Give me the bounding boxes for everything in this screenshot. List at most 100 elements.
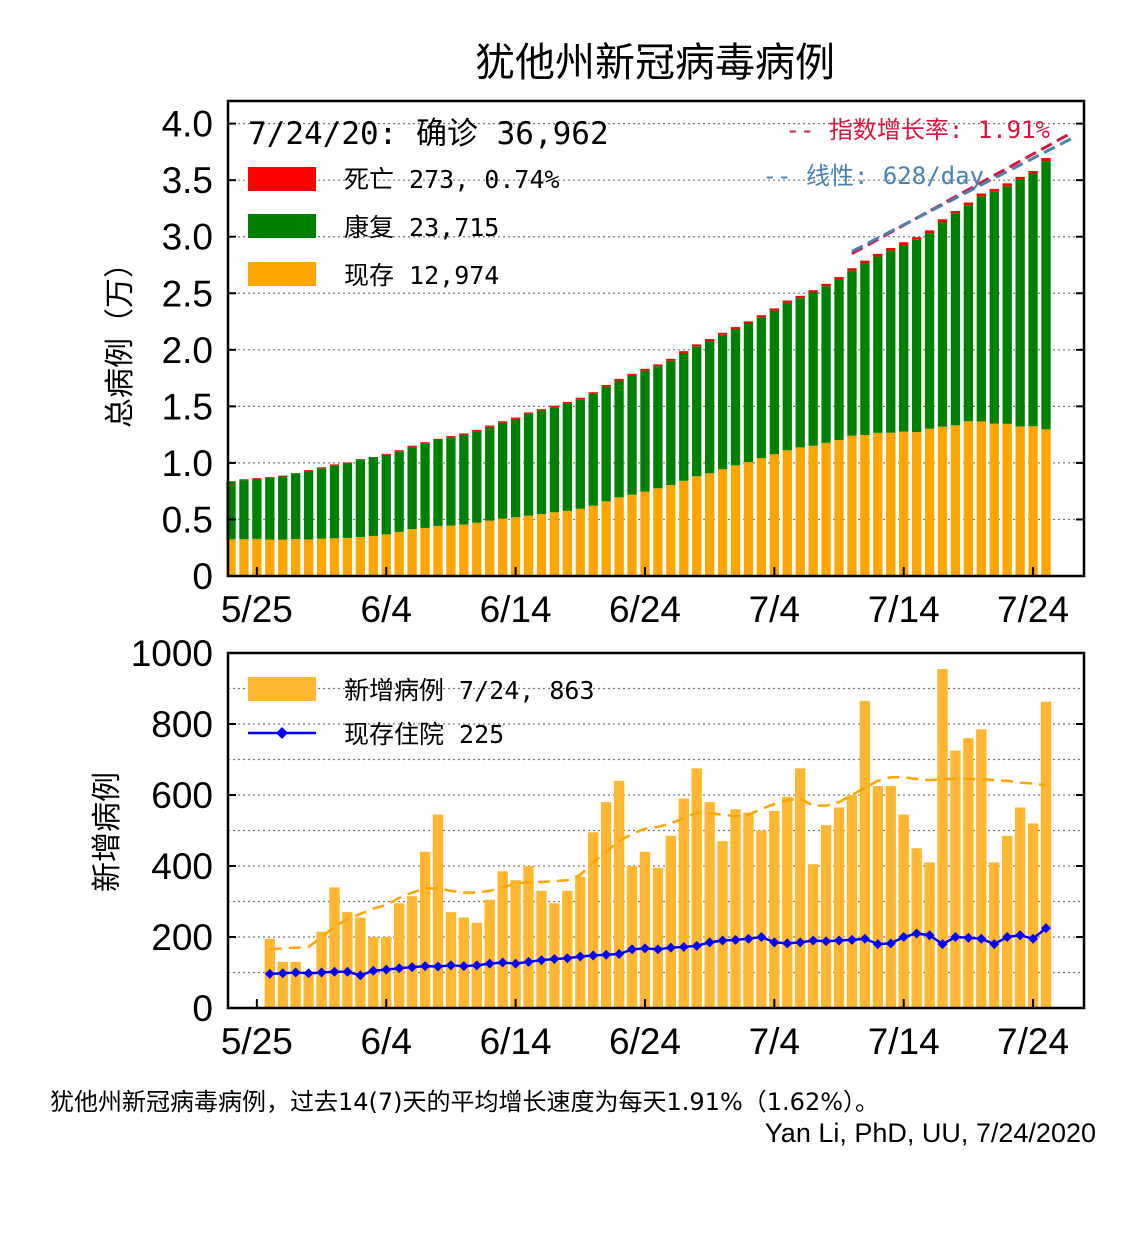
active-bar — [1028, 426, 1038, 576]
hospitalized-point — [290, 967, 301, 978]
hospitalized-point — [549, 954, 560, 965]
daily-cases-bar — [691, 768, 702, 1008]
deaths-bar — [523, 412, 534, 414]
deaths-bar — [666, 358, 676, 361]
deaths-bar — [588, 392, 598, 394]
daily-cases-bar — [678, 798, 689, 1008]
active-bar — [976, 421, 986, 576]
active-bar — [588, 505, 598, 576]
hospitalized-point — [614, 949, 625, 960]
deaths-bar — [433, 438, 443, 440]
top-x-tick-label: 5/25 — [221, 589, 293, 630]
recovered-bar — [588, 393, 598, 506]
daily-cases-bar — [536, 890, 547, 1008]
hospitalized-point — [795, 937, 806, 948]
active-bar — [601, 501, 611, 576]
top-y-axis-label: 总病例（万） — [103, 248, 138, 428]
bottom-legend: 新增病例 7/24, 863 现存住院 225 — [248, 676, 595, 749]
top-x-tick-label: 7/24 — [997, 589, 1069, 630]
recovered-bar — [873, 256, 883, 433]
legend-swatch-recovered — [248, 214, 316, 238]
deaths-bar — [730, 327, 741, 330]
daily-cases-bar — [743, 812, 754, 1008]
chart-title: 犹他州新冠病毒病例 — [475, 40, 835, 86]
deaths-bar — [1028, 171, 1038, 175]
deaths-bar — [446, 436, 456, 438]
daily-cases-bar — [665, 835, 677, 1008]
recovered-bar — [743, 323, 754, 463]
recovered-bar — [808, 292, 818, 446]
active-bar — [485, 520, 495, 576]
figure-caption: 犹他州新冠病毒病例，过去14(7)天的平均增长速度为每天1.91%（1.62%）… — [50, 1088, 880, 1116]
bottom-y-tick-label: 1000 — [131, 633, 213, 674]
legend-label-daily-cases: 新增病例 7/24, 863 — [344, 676, 595, 705]
daily-cases-bar — [976, 729, 987, 1008]
hospitalized-point — [575, 951, 586, 962]
active-bar — [730, 465, 741, 576]
active-bar — [614, 497, 624, 576]
daily-cases-bar — [872, 786, 883, 1008]
recovered-bar — [1041, 161, 1051, 430]
active-bar — [523, 515, 534, 576]
legend-swatch-deaths — [248, 167, 316, 191]
bottom-plot-frame — [226, 651, 1086, 1010]
hospitalized-point — [381, 964, 392, 975]
legend-swatch-daily-cases — [248, 677, 316, 701]
active-bar — [989, 423, 999, 576]
deaths-bar — [911, 237, 922, 240]
active-bar — [420, 527, 430, 576]
daily-cases-bar — [484, 899, 495, 1008]
hospitalized-point — [872, 939, 883, 950]
recovered-bar — [355, 460, 366, 538]
daily-cases-bar — [898, 814, 909, 1008]
hospitalized-point — [303, 968, 314, 979]
hospitalized-point — [355, 970, 366, 981]
recovered-bar — [472, 431, 482, 523]
bottom-x-tick-label: 7/14 — [868, 1021, 940, 1062]
daily-cases-bar — [730, 809, 741, 1008]
daily-cases-bar — [355, 917, 366, 1008]
recovered-bar — [989, 191, 999, 424]
recovered-bar — [407, 446, 417, 530]
fit-legend: -- 指数增长率: 1.91% -- 线性: 628/day — [763, 116, 1051, 190]
bottom-x-axis: 5/25 6/4 6/14 6/24 7/4 7/14 7/24 — [221, 999, 1069, 1062]
top-legend: 死亡 273, 0.74% 康复 23,715 现存 12,974 — [248, 165, 560, 290]
daily-cases-bar — [445, 912, 457, 1008]
active-bar — [252, 538, 262, 576]
daily-cases-bar — [613, 780, 625, 1008]
hospitalized-point — [808, 935, 819, 946]
bottom-y-tick-label: 400 — [151, 846, 213, 887]
bottom-chart: 0 200 400 600 800 1000 5/25 6/4 6/14 6/24 7/4 7/14… — [90, 633, 1086, 1062]
daily-cases-bar — [497, 871, 508, 1008]
daily-cases-bar — [510, 880, 521, 1008]
daily-cases-bar — [1027, 823, 1039, 1008]
bottom-x-tick-label: 6/4 — [361, 1021, 412, 1062]
top-x-tick-label: 6/4 — [361, 589, 412, 630]
active-bar — [886, 432, 896, 576]
deaths-bar — [963, 202, 974, 206]
deaths-bar — [679, 351, 689, 354]
active-bar — [316, 538, 327, 576]
recovered-bar — [510, 418, 521, 518]
recovered-bar — [911, 239, 922, 433]
hospitalized-point — [588, 950, 599, 961]
hospitalized-point — [898, 932, 909, 942]
active-bar — [407, 529, 417, 576]
deaths-bar — [226, 481, 236, 483]
recovered-bar — [756, 317, 767, 459]
hospitalized-point — [989, 939, 1000, 950]
recovered-bar — [963, 205, 974, 422]
deaths-bar — [368, 456, 378, 458]
hospitalized-point — [445, 960, 456, 971]
recovered-bar — [291, 474, 301, 540]
deaths-bar — [653, 364, 663, 367]
daily-cases-bar — [846, 795, 858, 1008]
active-bar — [743, 462, 754, 576]
active-bar — [265, 539, 275, 576]
hospitalized-point — [717, 935, 728, 946]
daily-cases-bar — [394, 903, 405, 1008]
active-bar — [562, 510, 573, 576]
hospitalized-point — [329, 966, 340, 977]
active-bar — [355, 537, 366, 576]
